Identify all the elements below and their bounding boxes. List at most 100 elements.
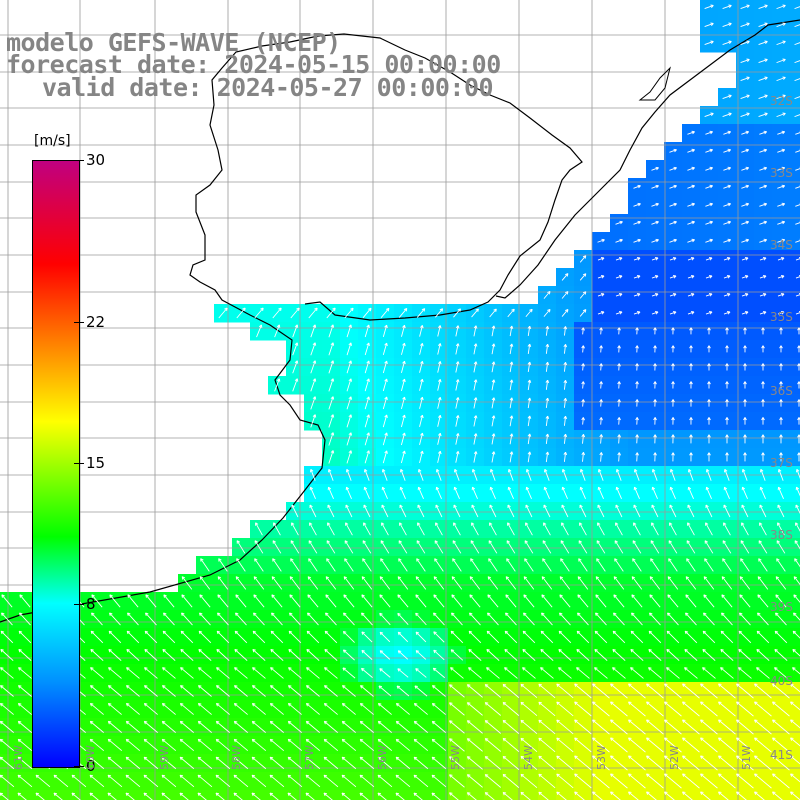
wind-arrow <box>718 737 736 753</box>
wind-arrow <box>252 721 266 733</box>
wind-arrow-head <box>740 558 744 561</box>
wind-arrow <box>664 701 682 717</box>
wind-arrow <box>556 773 574 789</box>
wind-arrow <box>682 683 700 699</box>
wind-arrow-head <box>772 701 776 703</box>
wind-arrow-head <box>726 363 729 367</box>
wind-arrow <box>382 432 388 446</box>
wind-arrow-head <box>18 685 22 687</box>
wind-arrow-head <box>648 648 652 651</box>
wind-arrow <box>704 22 714 28</box>
wind-arrow <box>451 612 463 626</box>
wind-arrow <box>668 558 678 572</box>
wind-arrow-head <box>413 774 418 777</box>
wind-arrow <box>395 774 411 788</box>
wind-arrow <box>252 630 266 644</box>
wind-arrow-head <box>289 594 293 597</box>
wind-arrow-head <box>126 648 130 651</box>
wind-arrow <box>361 594 373 608</box>
wind-speed-cell <box>448 790 467 800</box>
wind-arrow <box>721 612 733 626</box>
wind-arrow <box>502 774 520 788</box>
wind-arrow <box>684 630 698 644</box>
wind-arrow <box>307 576 319 590</box>
wind-arrow-head <box>703 594 707 597</box>
wind-arrow-head <box>618 327 621 331</box>
wind-arrow-head <box>91 594 95 597</box>
wind-arrow-head <box>457 433 460 437</box>
wind-arrow <box>582 399 584 407</box>
wind-arrow <box>634 469 640 481</box>
wind-arrow <box>563 380 567 390</box>
wind-arrow-head <box>700 719 704 721</box>
wind-arrow-head <box>781 275 785 279</box>
wind-arrow-head <box>244 307 246 312</box>
wind-arrow-head <box>668 558 672 561</box>
wind-arrow <box>687 131 695 135</box>
wind-arrow <box>419 415 423 427</box>
wind-arrow-head <box>736 755 740 757</box>
wind-arrow-head <box>690 417 693 421</box>
wind-arrow-head <box>775 612 779 615</box>
wind-arrow <box>399 504 407 518</box>
wind-arrow-head <box>524 558 528 561</box>
wind-arrow <box>664 791 675 800</box>
wind-arrow-head <box>754 719 758 721</box>
wind-arrow-head <box>198 648 202 651</box>
wind-arrow-head <box>288 667 292 669</box>
wind-arrow <box>269 756 285 770</box>
wind-arrow <box>723 203 731 207</box>
wind-speed-cell <box>790 232 800 251</box>
wind-arrow <box>646 737 664 753</box>
wind-speed-cell <box>196 790 215 800</box>
wind-arrow-head <box>0 774 4 777</box>
wind-arrow <box>288 685 302 697</box>
colorbar <box>32 160 80 768</box>
wind-arrow <box>594 649 608 661</box>
wind-arrow <box>579 291 587 299</box>
wind-arrow-head <box>418 468 422 472</box>
wind-arrow-head <box>161 774 166 777</box>
wind-arrow <box>724 469 730 481</box>
wind-arrow <box>328 432 334 446</box>
wind-arrow <box>484 720 502 734</box>
wind-arrow <box>163 594 175 608</box>
wind-arrow-head <box>592 683 596 685</box>
wind-arrow-head <box>565 451 568 456</box>
wind-arrow <box>793 612 800 621</box>
wind-arrow-head <box>747 5 750 8</box>
wind-arrow <box>381 522 389 536</box>
wind-arrow-head <box>754 755 758 757</box>
wind-arrow <box>558 649 572 661</box>
wind-arrow <box>772 773 790 789</box>
wind-arrow <box>646 755 664 771</box>
wind-arrow-head <box>469 630 473 633</box>
wind-arrow-head <box>618 452 621 456</box>
wind-arrow <box>592 737 610 753</box>
wind-arrow-head <box>686 576 690 579</box>
wind-arrow-head <box>199 612 203 615</box>
wind-arrow <box>759 131 767 135</box>
wind-arrow <box>327 504 335 518</box>
wind-arrow <box>377 756 393 770</box>
wind-arrow-head <box>708 363 711 367</box>
wind-arrow <box>577 594 589 608</box>
wind-arrow-head <box>747 41 750 44</box>
wind-arrow-head <box>613 612 617 615</box>
wind-arrow-head <box>538 701 542 704</box>
wind-arrow-head <box>762 399 765 403</box>
wind-arrow <box>614 540 624 554</box>
wind-arrow-head <box>325 612 329 615</box>
wind-arrow <box>597 522 605 536</box>
wind-arrow-head <box>324 738 328 741</box>
wind-arrow <box>144 630 158 644</box>
wind-arrow-head <box>759 504 763 508</box>
wind-arrow-head <box>780 381 783 385</box>
wind-arrow-head <box>738 667 742 669</box>
wind-arrow <box>684 667 698 679</box>
wind-arrow <box>416 540 426 554</box>
wind-arrow <box>795 294 800 297</box>
wind-arrow-head <box>684 648 688 651</box>
wind-arrow-head <box>601 293 605 297</box>
wind-arrow-head <box>727 311 731 315</box>
